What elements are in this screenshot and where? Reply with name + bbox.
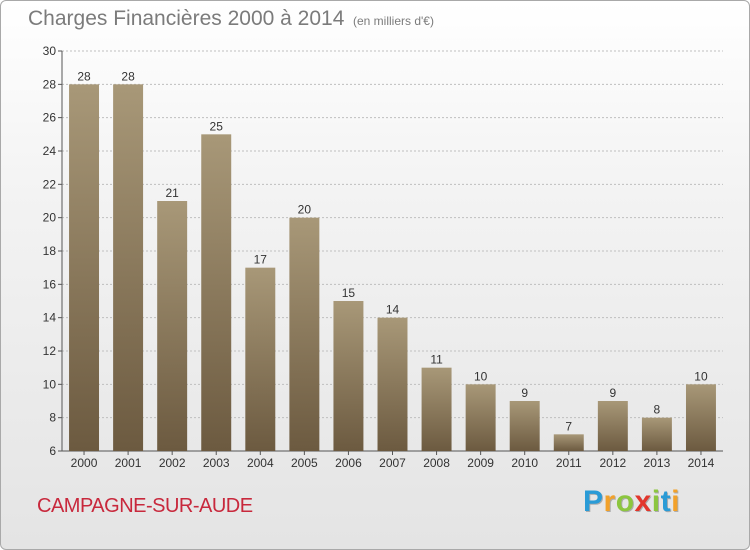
logo-letter: r bbox=[603, 485, 616, 518]
x-tick-label: 2003 bbox=[203, 456, 230, 470]
bar-value-label: 25 bbox=[210, 119, 224, 133]
logo-letter: i bbox=[651, 485, 661, 518]
x-tick-label: 2005 bbox=[291, 456, 318, 470]
x-tick-label: 2004 bbox=[247, 456, 274, 470]
chart-title: Charges Financières 2000 à 2014 bbox=[28, 7, 345, 30]
bar bbox=[685, 384, 716, 451]
bar-value-label: 11 bbox=[430, 353, 443, 367]
y-tick-label: 18 bbox=[43, 244, 57, 258]
logo-letter: o bbox=[615, 485, 635, 518]
bar-value-label: 21 bbox=[165, 186, 179, 200]
bar-value-label: 9 bbox=[521, 386, 528, 400]
bar-value-label: 7 bbox=[565, 419, 572, 433]
axes: 6 8 10 12 14 16 18 20 22 24 26 28 30 2000 2001 2002 2003… bbox=[43, 44, 723, 470]
bar bbox=[641, 417, 672, 451]
bar-value-label: 10 bbox=[694, 369, 708, 383]
bar-value-label: 15 bbox=[342, 286, 356, 300]
bar bbox=[553, 434, 584, 451]
bar-value-label: 14 bbox=[386, 303, 400, 317]
y-tick-label: 16 bbox=[43, 277, 57, 291]
logo-letter: x bbox=[634, 485, 652, 518]
bar bbox=[597, 401, 628, 451]
x-tick-label: 2012 bbox=[599, 456, 626, 470]
bar-value-label: 8 bbox=[654, 403, 661, 417]
x-tick-label: 2001 bbox=[115, 456, 142, 470]
bar bbox=[509, 401, 540, 451]
x-tick-label: 2007 bbox=[379, 456, 406, 470]
y-tick-label: 8 bbox=[49, 411, 56, 425]
x-tick-label: 2000 bbox=[71, 456, 98, 470]
bar-value-label: 9 bbox=[609, 386, 616, 400]
bar-value-label: 20 bbox=[298, 203, 312, 217]
logo-letter: t bbox=[660, 485, 672, 518]
bar bbox=[465, 384, 496, 451]
x-tick-label: 2002 bbox=[159, 456, 186, 470]
bar bbox=[157, 201, 188, 451]
y-tick-label: 30 bbox=[43, 44, 57, 58]
y-tick-label: 10 bbox=[43, 377, 57, 391]
y-tick-label: 20 bbox=[43, 211, 57, 225]
bar-value-label: 17 bbox=[254, 253, 268, 267]
x-tick-label: 2010 bbox=[511, 456, 538, 470]
x-tick-label: 2014 bbox=[688, 456, 715, 470]
y-tick-label: 28 bbox=[43, 77, 57, 91]
bar bbox=[377, 317, 408, 451]
x-tick-label: 2006 bbox=[335, 456, 362, 470]
bar bbox=[113, 84, 144, 451]
bar bbox=[289, 217, 320, 451]
bars bbox=[69, 84, 716, 452]
y-tick-label: 26 bbox=[43, 111, 57, 125]
proxiti-logo: Proxiti bbox=[583, 485, 680, 519]
bar bbox=[201, 134, 232, 452]
bar bbox=[421, 367, 452, 451]
chart-subtitle: (en milliers d'€) bbox=[353, 14, 434, 28]
bar bbox=[69, 84, 100, 451]
data-labels: 28 28 21 25 17 20 15 14 11 10 9 7 9 8 10 bbox=[77, 69, 708, 433]
y-tick-label: 14 bbox=[43, 311, 57, 325]
logo-letter: P bbox=[583, 485, 604, 518]
bar-value-label: 28 bbox=[77, 69, 91, 83]
bar bbox=[245, 267, 276, 451]
y-tick-label: 24 bbox=[43, 144, 57, 158]
bar-value-label: 28 bbox=[121, 69, 135, 83]
logo-letter: i bbox=[671, 485, 680, 518]
y-tick-label: 22 bbox=[43, 177, 57, 191]
x-tick-label: 2013 bbox=[644, 456, 671, 470]
bar-value-label: 10 bbox=[474, 369, 488, 383]
x-tick-label: 2008 bbox=[423, 456, 450, 470]
location-name: CAMPAGNE-SUR-AUDE bbox=[37, 495, 253, 517]
y-tick-label: 6 bbox=[49, 444, 56, 458]
bar bbox=[333, 301, 364, 451]
y-tick-label: 12 bbox=[43, 344, 57, 358]
x-tick-label: 2011 bbox=[556, 456, 582, 470]
x-tick-label: 2009 bbox=[467, 456, 494, 470]
